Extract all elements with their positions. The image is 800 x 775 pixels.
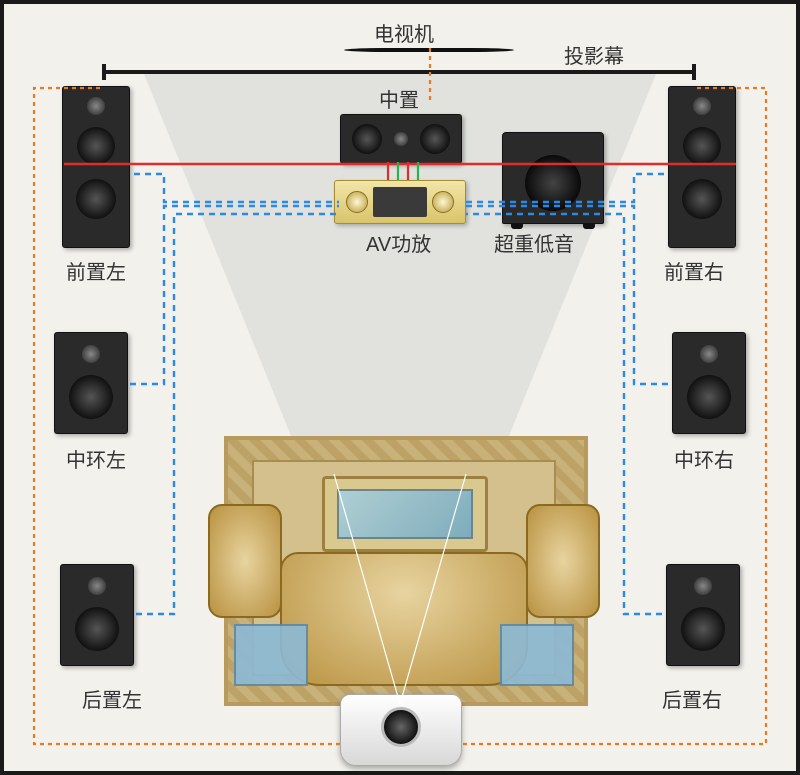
cushion-bottom-left [234, 624, 308, 686]
tv-icon [344, 48, 514, 52]
front-left-speaker [62, 86, 130, 248]
rear-left-speaker [60, 564, 134, 666]
wire-blue [134, 174, 339, 202]
label-mid-left: 中环左 [66, 444, 126, 473]
wire-blue [130, 206, 339, 384]
projector-screen [102, 70, 696, 74]
label-center: 中置 [379, 84, 419, 113]
mid-left-speaker [54, 332, 128, 434]
label-sub: 超重低音 [494, 228, 574, 257]
sofa [280, 552, 528, 686]
label-front-right: 前置右 [664, 256, 724, 285]
coffee-table [322, 476, 488, 552]
armchair-right [526, 504, 600, 618]
label-proj-screen: 投影幕 [564, 40, 624, 69]
cushion-bottom-right [500, 624, 574, 686]
rear-right-speaker [666, 564, 740, 666]
av-amplifier [334, 180, 466, 224]
label-amp: AV功放 [366, 228, 431, 257]
home-theater-diagram: { "canvas": { "width": 800, "height": 77… [0, 0, 800, 775]
label-mid-right: 中环右 [674, 444, 734, 473]
armchair-left [208, 504, 282, 618]
mid-right-speaker [672, 332, 746, 434]
projector [340, 694, 462, 766]
label-rear-right: 后置右 [662, 684, 722, 713]
center-speaker [340, 114, 462, 164]
front-right-speaker [668, 86, 736, 248]
label-tv: 电视机 [374, 18, 434, 47]
label-rear-left: 后置左 [82, 684, 142, 713]
label-front-left: 前置左 [66, 256, 126, 285]
subwoofer [502, 132, 604, 224]
